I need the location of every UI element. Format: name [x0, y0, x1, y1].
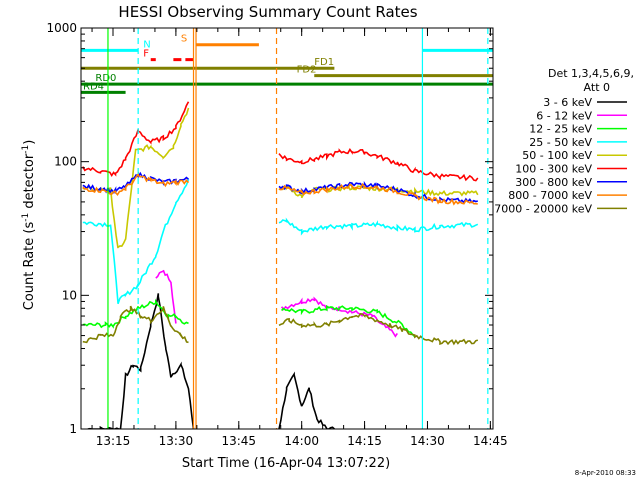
legend-label-3: 25 - 50 keV — [529, 136, 592, 149]
plot-frame — [80, 27, 494, 430]
y-tick-label-2: 100 — [54, 155, 77, 169]
y-tick-label-0: 1 — [69, 422, 77, 436]
x-tick-label-1: 13:30 — [159, 434, 194, 448]
chart-title: HESSI Observing Summary Count Rates — [118, 3, 417, 21]
x-tick-label-6: 14:45 — [473, 434, 508, 448]
x-tick-label-0: 13:15 — [96, 434, 131, 448]
y-axis-label-sup2: -1 — [21, 145, 31, 154]
y-axis-label-end: ) — [22, 140, 37, 145]
x-tick-label-2: 13:45 — [221, 434, 256, 448]
state-label-fd2: FD2 — [297, 65, 317, 76]
y-tick-label-1: 10 — [62, 288, 77, 302]
y-axis-label-sup1: -1 — [21, 213, 31, 222]
series-3 — [82, 179, 479, 305]
state-label-s: S — [181, 34, 187, 45]
state-label-rd0: RD0 — [95, 73, 116, 84]
legend-header-line2: Att 0 — [584, 81, 610, 94]
series-7 — [82, 171, 478, 206]
legend-label-4: 50 - 100 keV — [522, 149, 592, 162]
x-axis-label: Start Time (16-Apr-04 13:07:22) — [182, 456, 390, 471]
y-axis-label: Count Rate (s-1 detector-1) — [21, 140, 37, 311]
legend-label-6: 300 - 800 keV — [515, 176, 592, 189]
series-line-8 — [82, 305, 479, 346]
x-tick-label-5: 14:30 — [410, 434, 445, 448]
legend-label-5: 100 - 300 keV — [515, 163, 592, 176]
state-label-f: F — [143, 49, 149, 60]
state-label-n: N — [143, 39, 150, 50]
legend-label-1: 6 - 12 keV — [536, 109, 592, 122]
state-label-fd1: FD1 — [314, 57, 334, 68]
y-axis-label-main: Count Rate (s — [22, 222, 37, 311]
legend-label-7: 800 - 7000 keV — [508, 189, 592, 202]
series-line-0 — [87, 293, 335, 429]
series-8 — [82, 305, 479, 346]
series-line-2 — [82, 298, 416, 338]
legend-label-2: 12 - 25 keV — [529, 123, 592, 136]
footer-timestamp: 8-Apr-2010 08:33 — [575, 469, 636, 477]
series-5 — [82, 101, 479, 182]
legend-label-0: 3 - 6 keV — [543, 96, 592, 109]
x-tick-label-4: 14:15 — [347, 434, 382, 448]
series-0 — [87, 293, 335, 429]
series-2 — [82, 298, 416, 338]
series-line-5 — [82, 101, 479, 182]
series-line-7 — [82, 171, 478, 206]
y-axis-label-mid: detector — [22, 153, 37, 213]
y-tick-label-3: 1000 — [46, 21, 77, 35]
x-tick-label-3: 14:00 — [284, 434, 319, 448]
state-label-rd4: RD4 — [83, 81, 104, 92]
legend-label-8: 7000 - 20000 keV — [494, 202, 592, 215]
series-line-3 — [82, 179, 479, 305]
legend-header-line1: Det 1,3,4,5,6,9, — [548, 67, 634, 80]
